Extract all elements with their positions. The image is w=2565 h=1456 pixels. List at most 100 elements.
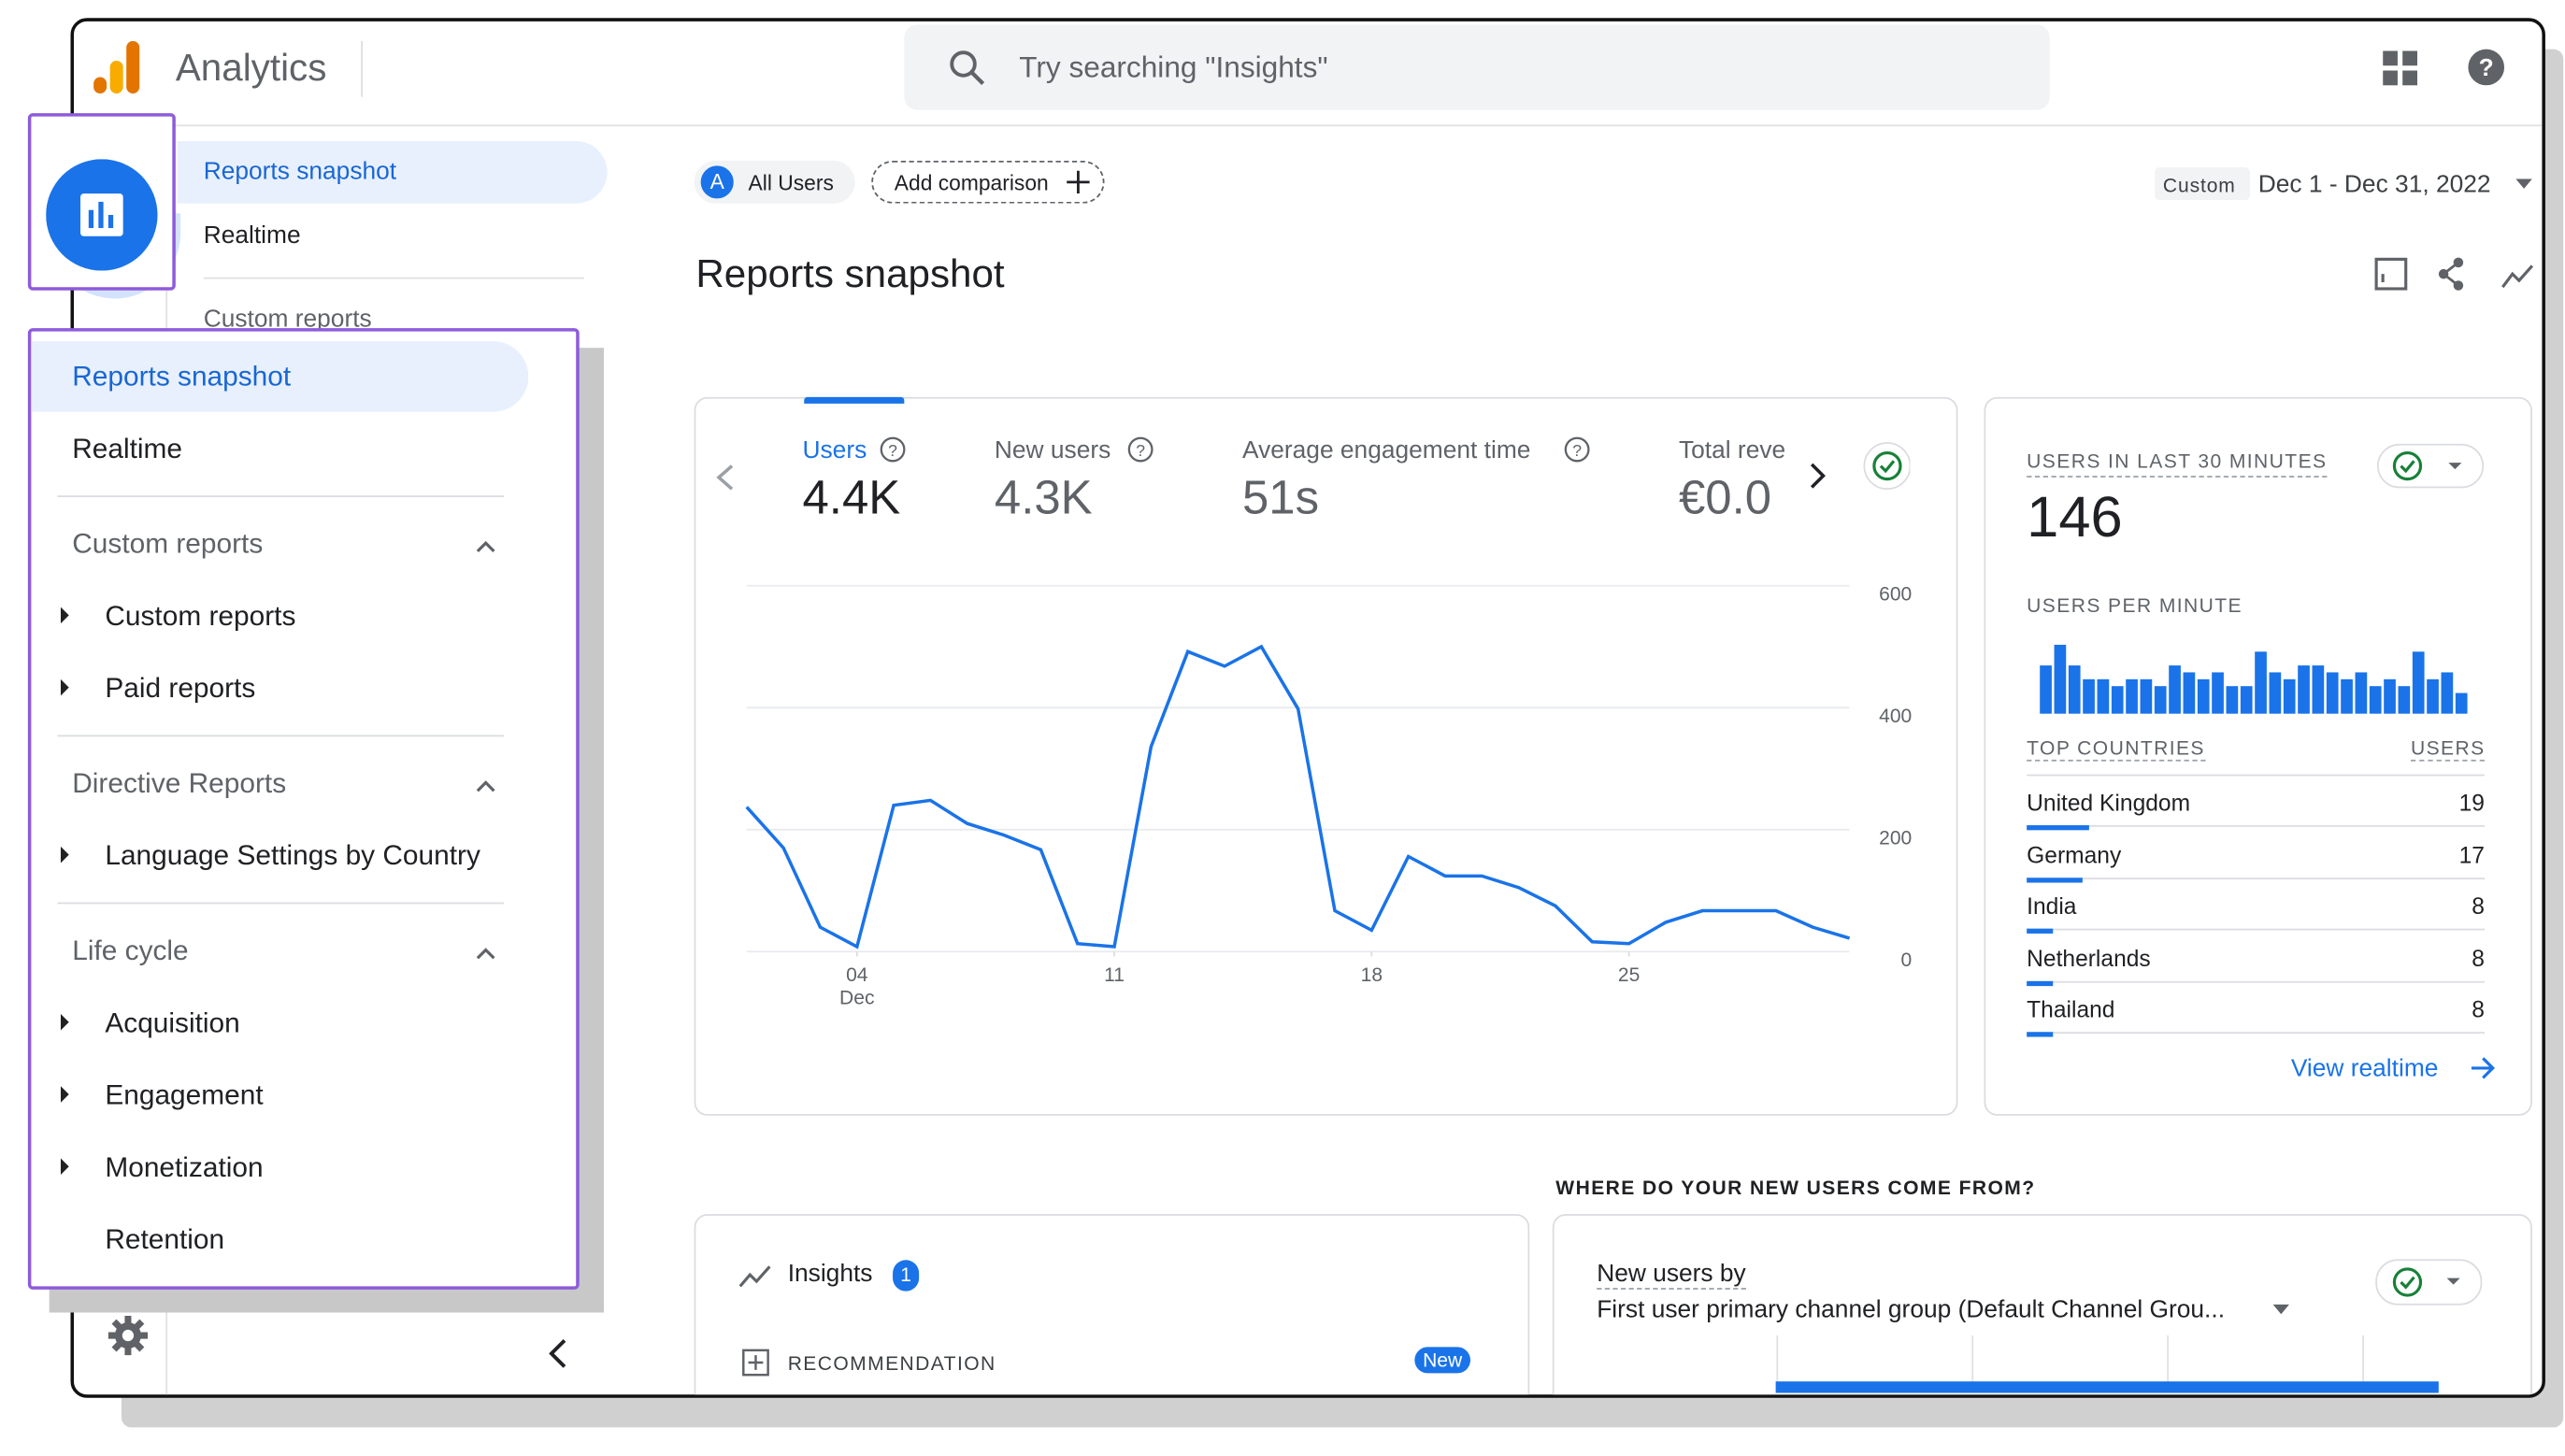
menu-item[interactable]: Reports snapshot	[72, 361, 292, 393]
svg-text:?: ?	[2479, 53, 2494, 81]
realtime-status[interactable]	[2376, 443, 2491, 489]
arrow-icon	[2471, 1057, 2495, 1079]
insights-title: Insights	[787, 1260, 873, 1289]
menu-item[interactable]: Custom reports	[105, 600, 296, 632]
menu-section[interactable]: Custom reports	[72, 528, 264, 560]
page-title: Reports snapshot	[695, 252, 1005, 297]
menu-item[interactable]: Acquisition	[105, 1006, 240, 1039]
bar	[2427, 678, 2439, 714]
nav-item[interactable]: Reports snapshot	[203, 157, 397, 186]
menu-icons	[60, 540, 495, 1176]
bar	[2312, 665, 2325, 714]
insights-card	[694, 1214, 1530, 1395]
dropdown-icon	[2515, 178, 2532, 189]
bar	[2384, 678, 2396, 714]
plus-icon	[1067, 170, 1090, 194]
realtime-value: 146	[2027, 485, 2123, 550]
metric-value: 4.4K	[802, 472, 901, 525]
metric-label[interactable]: Average engagement time	[1241, 435, 1531, 464]
menu-item[interactable]: Realtime	[72, 433, 183, 464]
metric-label[interactable]: Users	[802, 435, 867, 464]
x-tick-label: 11	[1104, 964, 1125, 986]
dropdown-icon	[2272, 1304, 2290, 1315]
menu-section[interactable]: Life cycle	[72, 935, 189, 967]
bar	[2097, 678, 2110, 714]
recommendation-icon	[742, 1349, 769, 1377]
divider	[57, 735, 504, 737]
row-divider	[2027, 980, 2485, 983]
bar	[2154, 686, 2167, 714]
bar	[2455, 692, 2468, 714]
metric-label[interactable]: Total reve	[1678, 435, 1786, 464]
metric-value: 51s	[1241, 472, 1320, 525]
bar	[2412, 651, 2425, 714]
y-tick-label: 600	[1879, 584, 1912, 606]
bar	[2283, 678, 2296, 714]
add-comparison[interactable]: Add comparison	[871, 161, 1105, 204]
new-users-card	[1552, 1214, 2532, 1395]
bar-chart-title: USERS PER MINUTE	[2027, 593, 2243, 618]
divider	[203, 277, 584, 279]
nav-item[interactable]: Realtime	[203, 221, 301, 250]
page-actions[interactable]	[2372, 254, 2536, 297]
metric-value: 4.3K	[994, 472, 1093, 525]
menu-item[interactable]: Language Settings by Country	[105, 839, 480, 872]
country-bar	[2027, 825, 2089, 831]
nav-active	[177, 140, 608, 204]
y-tick-label: 200	[1879, 828, 1912, 849]
apps-icon[interactable]	[2383, 50, 2419, 87]
reports-icon[interactable]	[46, 159, 158, 271]
row-divider	[2027, 928, 2485, 931]
realtime-card	[1984, 396, 2532, 1116]
card-status[interactable]	[2374, 1259, 2489, 1308]
menu-active	[31, 341, 529, 412]
search-icon	[950, 50, 985, 86]
svg-text:?: ?	[888, 441, 897, 460]
menu-item[interactable]: Engagement	[105, 1079, 264, 1111]
bar	[2068, 665, 2081, 714]
menu-item[interactable]: Retention	[105, 1223, 225, 1256]
product-name: Analytics	[175, 46, 327, 89]
bar	[2054, 644, 2067, 714]
svg-text:?: ?	[1136, 441, 1145, 460]
search-box[interactable]: Try searching "Insights"	[904, 24, 2050, 110]
country-users: 8	[2472, 944, 2485, 971]
bar	[2298, 665, 2310, 714]
metric-label[interactable]: New users	[994, 435, 1111, 464]
metric-value: €0.0	[1678, 472, 1772, 525]
bar	[2040, 665, 2052, 714]
card-title: New users by	[1597, 1260, 1746, 1290]
bar	[2240, 686, 2253, 714]
logo	[93, 40, 140, 94]
nav-menu: Reports snapshot Realtime Custom reports…	[27, 328, 580, 1290]
country-bar	[2027, 1032, 2054, 1038]
realtime-title: USERS IN LAST 30 MINUTES	[2027, 450, 2328, 478]
overview-card	[694, 396, 1958, 1116]
top-bar: Analytics Try searching "Insights" ?	[74, 21, 2543, 127]
date-range[interactable]: Dec 1 - Dec 31, 2022	[2257, 170, 2491, 199]
data-line	[745, 644, 1851, 949]
bar	[2197, 678, 2210, 714]
section-heading: WHERE DO YOUR NEW USERS COME FROM?	[1555, 1176, 2036, 1200]
view-realtime-link[interactable]: View realtime	[2290, 1054, 2439, 1083]
menu-section[interactable]: Directive Reports	[72, 767, 287, 799]
settings-icon[interactable]	[107, 1314, 150, 1357]
bar	[2369, 686, 2382, 714]
collapse-icon[interactable]	[547, 1337, 573, 1370]
segment-chip[interactable]: A All Users	[694, 161, 855, 204]
country-bar	[2027, 877, 2083, 882]
date-label: Custom	[2162, 174, 2236, 197]
bar	[2212, 672, 2224, 714]
menu-item[interactable]: Paid reports	[105, 672, 256, 705]
divider	[361, 40, 363, 97]
menu-item[interactable]: Monetization	[105, 1151, 264, 1183]
bar	[2398, 686, 2411, 714]
search-placeholder: Try searching "Insights"	[1019, 50, 1328, 84]
help-icon[interactable]: ?	[2467, 48, 2506, 87]
country-users: 17	[2458, 840, 2485, 867]
insights-count: 1	[893, 1260, 920, 1292]
bar	[2255, 651, 2267, 714]
dimension-selector[interactable]: First user primary channel group (Defaul…	[1597, 1295, 2226, 1324]
